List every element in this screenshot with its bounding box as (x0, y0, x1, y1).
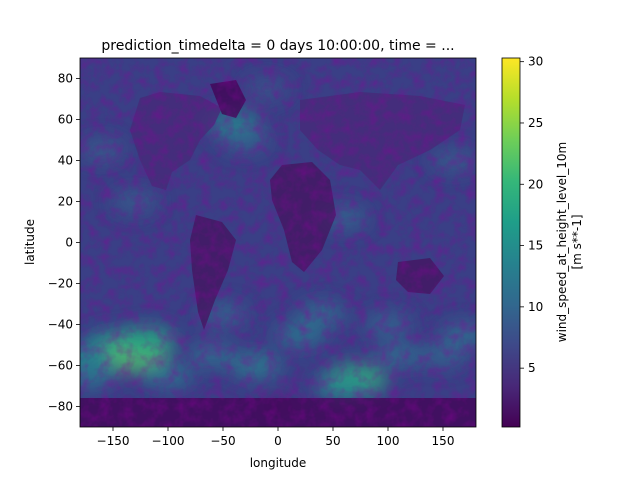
y-tick-label: 40 (58, 154, 73, 168)
plot-area (80, 58, 476, 427)
y-tick-label: −60 (48, 359, 73, 373)
colorbar-tick-label: 10 (528, 300, 543, 314)
x-tick-label: 150 (432, 434, 455, 448)
y-tick-label: −20 (48, 277, 73, 291)
x-axis: −150 −100 −50 0 50 100 150 (97, 427, 455, 448)
colorbar-tick-label: 20 (528, 177, 543, 191)
y-tick-label: −40 (48, 318, 73, 332)
x-tick-label: −150 (97, 434, 130, 448)
colorbar-tick-label: 15 (528, 239, 543, 253)
colorbar-tick-label: 5 (528, 361, 536, 375)
texture-overlay (80, 58, 476, 427)
colorbar-label-line1: wind_speed_at_height_level_10m (555, 142, 569, 342)
x-tick-label: 0 (274, 434, 282, 448)
y-tick-label: 0 (65, 236, 73, 250)
colorbar-ticks: 5 10 15 20 25 30 (520, 55, 543, 375)
y-tick-label: 20 (58, 195, 73, 209)
colorbar-tick-label: 25 (528, 116, 543, 130)
y-tick-label: −80 (48, 400, 73, 414)
colorbar (501, 57, 521, 428)
y-axis-label: latitude (23, 219, 37, 265)
x-tick-label: −50 (210, 434, 235, 448)
x-tick-label: 100 (377, 434, 400, 448)
y-tick-label: 60 (58, 113, 73, 127)
x-tick-label: 50 (325, 434, 340, 448)
colorbar-tick-label: 30 (528, 55, 543, 69)
chart-title: prediction_timedelta = 0 days 10:00:00, … (101, 38, 454, 54)
colorbar-label-line2: [m s**-1] (570, 214, 584, 269)
x-tick-label: −100 (152, 434, 185, 448)
y-tick-label: 80 (58, 72, 73, 86)
y-axis: −80 −60 −40 −20 0 20 40 60 80 (48, 72, 80, 414)
x-axis-label: longitude (250, 456, 307, 470)
